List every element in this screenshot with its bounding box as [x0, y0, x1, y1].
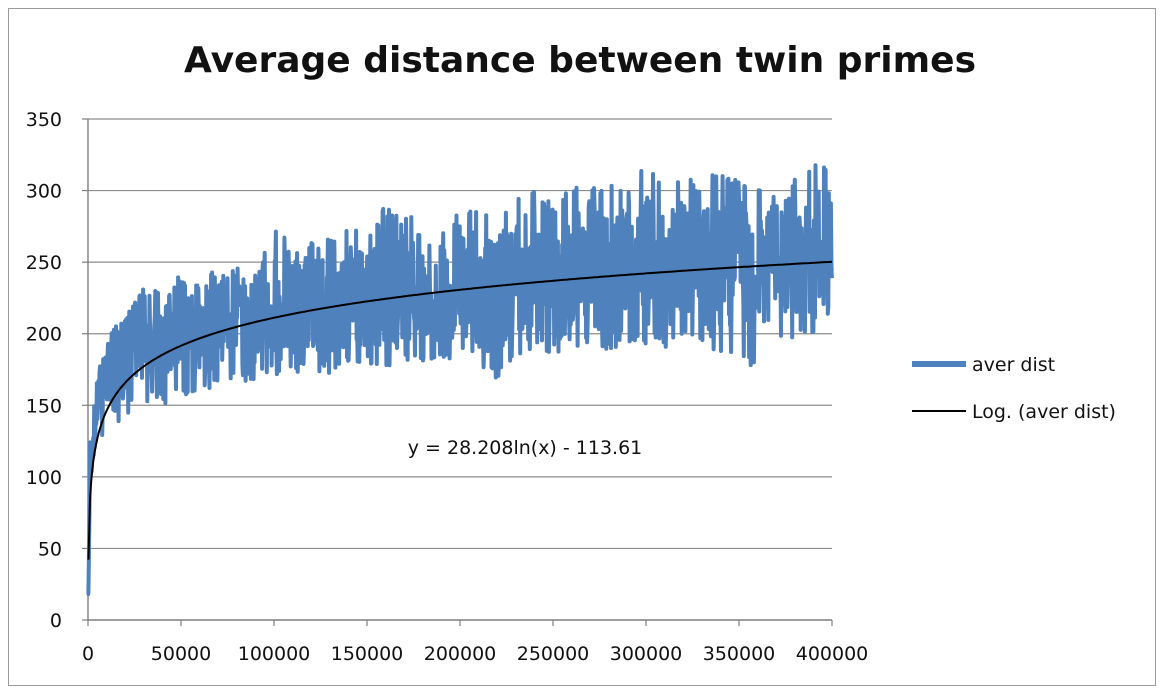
- data-point-aver-dist: [774, 260, 778, 264]
- data-point-aver-dist: [112, 353, 116, 358]
- data-point-aver-dist: [164, 339, 168, 343]
- data-point-aver-dist: [134, 339, 139, 343]
- legend: aver dist Log. (aver dist): [912, 354, 1116, 423]
- data-point-aver-dist: [383, 303, 388, 307]
- x-tick-label-400000: 400000: [796, 643, 869, 665]
- annotations: y = 28.208ln(x) - 113.61: [408, 437, 643, 459]
- series-log-trendline: [87, 260, 833, 560]
- data-point-aver-dist: [328, 310, 332, 315]
- data-point-aver-dist: [142, 331, 146, 336]
- data-point-aver-dist: [231, 310, 235, 315]
- y-tick-label-250: 250: [26, 252, 62, 274]
- data-point-aver-dist: [175, 317, 180, 322]
- data-point-aver-dist: [89, 446, 94, 451]
- y-tick-label-100: 100: [26, 467, 62, 489]
- data-point-aver-dist: [551, 281, 555, 286]
- data-point-aver-dist: [261, 303, 265, 307]
- data-point-aver-dist: [737, 246, 741, 250]
- legend-label-log-aver-dist: Log. (aver dist): [972, 401, 1116, 423]
- y-tick-label-50: 50: [38, 538, 62, 560]
- data-point-aver-dist: [153, 324, 157, 329]
- trendline-equation-label: y = 28.208ln(x) - 113.61: [408, 437, 643, 459]
- data-point-aver-dist: [421, 289, 425, 293]
- data-point-aver-dist: [439, 296, 444, 300]
- data-point-aver-dist: [588, 260, 592, 264]
- x-tick-labels: 0 50000 100000 150000 200000 250000 300000 3500…: [82, 643, 868, 665]
- data-point-aver-dist: [104, 374, 109, 379]
- data-point-aver-dist: [681, 253, 685, 257]
- x-tick-label-100000: 100000: [238, 643, 311, 665]
- data-point-aver-dist: [514, 274, 518, 279]
- x-tick-label-350000: 350000: [703, 643, 776, 665]
- y-tick-label-350: 350: [26, 109, 62, 131]
- series-aver-dist: [86, 163, 834, 596]
- legend-label-aver-dist: aver dist: [972, 354, 1055, 376]
- data-point-aver-dist: [86, 592, 91, 596]
- y-tick-labels: 0 50 100 150 200 250 300 350: [26, 109, 62, 632]
- data-point-aver-dist: [402, 281, 407, 286]
- x-tick-label-300000: 300000: [610, 643, 683, 665]
- data-point-aver-dist: [97, 389, 101, 393]
- data-point-aver-dist: [830, 267, 834, 272]
- data-point-aver-dist: [101, 382, 105, 386]
- data-point-aver-dist: [272, 310, 276, 315]
- data-point-aver-dist: [662, 274, 667, 279]
- y-tick-label-300: 300: [26, 181, 62, 203]
- x-tick-label-200000: 200000: [424, 643, 497, 665]
- data-point-aver-dist: [755, 267, 760, 272]
- data-point-aver-dist: [607, 281, 611, 286]
- data-point-aver-dist: [127, 346, 131, 350]
- data-point-aver-dist: [476, 289, 481, 293]
- x-tick-label-150000: 150000: [331, 643, 404, 665]
- data-point-aver-dist: [119, 360, 124, 365]
- data-point-aver-dist: [216, 317, 220, 322]
- trendline-log-aver-dist: [87, 260, 833, 560]
- y-tick-label-200: 200: [26, 324, 62, 346]
- data-point-aver-dist: [625, 267, 630, 272]
- data-point-aver-dist: [346, 289, 351, 293]
- series-line-aver-dist: [86, 163, 834, 594]
- data-point-aver-dist: [290, 303, 295, 307]
- x-tick-label-250000: 250000: [517, 643, 590, 665]
- data-point-aver-dist: [820, 246, 825, 250]
- data-point-aver-dist: [201, 331, 206, 336]
- data-point-aver-dist: [793, 253, 797, 257]
- data-point-aver-dist: [718, 274, 723, 279]
- data-point-aver-dist: [188, 324, 193, 329]
- data-point-aver-dist: [246, 324, 250, 329]
- y-tick-label-150: 150: [26, 395, 62, 417]
- data-point-aver-dist: [93, 417, 98, 422]
- data-point-aver-dist: [644, 260, 648, 264]
- y-tick-label-0: 0: [50, 610, 62, 632]
- x-tick-label-0: 0: [82, 643, 94, 665]
- data-point-aver-dist: [458, 274, 462, 279]
- data-point-aver-dist: [569, 274, 574, 279]
- data-point-aver-dist: [495, 296, 500, 300]
- chart-title: Average distance between twin primes: [184, 40, 976, 81]
- x-tick-label-50000: 50000: [151, 643, 211, 665]
- axes: [87, 119, 833, 626]
- data-point-aver-dist: [532, 267, 537, 272]
- data-point-aver-dist: [309, 296, 314, 300]
- data-point-aver-dist: [365, 296, 369, 300]
